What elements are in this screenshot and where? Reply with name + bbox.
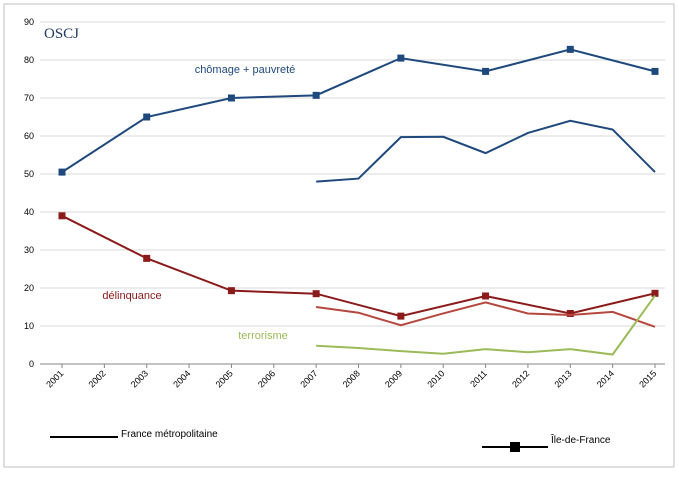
marker [143,254,151,262]
y-tick-label: 70 [24,93,34,103]
series-line [61,214,656,318]
series-line [61,48,656,173]
y-tick-label: 50 [24,169,34,179]
y-tick-label: 80 [24,55,34,65]
series-line [316,119,656,183]
marker [227,94,235,102]
marker [651,67,659,75]
y-tick-label: 20 [24,283,34,293]
y-tick-label: 30 [24,245,34,255]
marker [397,312,405,320]
legend-marker [510,442,520,452]
y-tick-label: 90 [24,17,34,27]
marker [312,91,320,99]
legend-label: France métropolitaine [121,429,218,440]
marker [58,168,66,176]
marker [651,289,659,297]
annotation: chômage + pauvreté [195,64,296,76]
logo: OSCJ [44,26,79,42]
annotation: délinquance [102,290,161,302]
series-line [316,301,656,328]
marker [143,113,151,121]
y-tick-label: 10 [24,321,34,331]
marker [227,287,235,295]
annotation: terrorisme [238,330,288,342]
marker [58,212,66,220]
marker [397,54,405,62]
y-tick-label: 0 [29,359,34,369]
marker [312,290,320,298]
y-tick-label: 60 [24,131,34,141]
marker [566,45,574,53]
marker [482,292,490,300]
marker [566,309,574,317]
series-line [316,295,656,356]
chart-border [3,3,675,468]
legend-label: Île-de-France [550,433,611,446]
marker [482,67,490,75]
y-tick-label: 40 [24,207,34,217]
